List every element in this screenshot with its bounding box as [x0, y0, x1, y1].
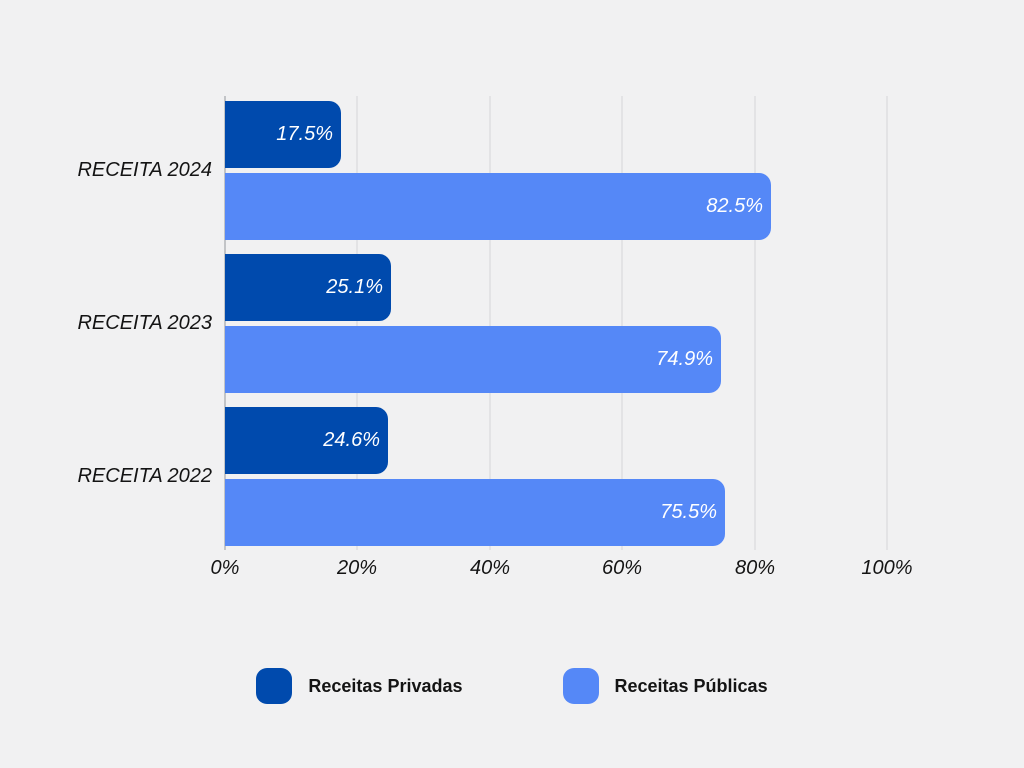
gridline-100	[886, 96, 888, 550]
legend-swatch-receitas-privadas	[256, 668, 293, 704]
gridline-20	[356, 96, 358, 550]
bar-value-label: 25.1%	[326, 276, 383, 298]
legend-item-receitas-publicas: Receitas Públicas	[562, 668, 768, 704]
bar-receitas-publicas-receita-2023: 74.9%	[225, 326, 721, 393]
bar-receitas-publicas-receita-2024: 82.5%	[225, 173, 771, 240]
plot-area: 17.5% 82.5% 25.1% 74.9% 24.6% 75.5%	[224, 96, 888, 550]
legend-label: Receitas Públicas	[614, 675, 768, 696]
gridline-60	[621, 96, 623, 550]
xtick-label-20: 20%	[336, 557, 378, 579]
bar-receitas-privadas-receita-2024: 17.5%	[225, 101, 341, 168]
xtick-label-0: 0%	[210, 557, 240, 579]
category-label-receita-2023: RECEITA 2023	[77, 312, 212, 334]
bar-value-label: 75.5%	[660, 501, 717, 523]
bar-receitas-privadas-receita-2023: 25.1%	[225, 254, 391, 321]
xtick-label-80: 80%	[734, 557, 776, 579]
xtick-label-40: 40%	[469, 557, 511, 579]
legend-swatch-receitas-publicas	[562, 668, 599, 704]
bar-value-label: 17.5%	[276, 123, 333, 145]
category-label-receita-2024: RECEITA 2024	[77, 159, 212, 181]
bar-receitas-publicas-receita-2022: 75.5%	[225, 479, 725, 546]
legend: Receitas Privadas Receitas Públicas	[0, 668, 1024, 704]
xtick-label-60: 60%	[601, 557, 643, 579]
gridline-40	[489, 96, 491, 550]
bar-value-label: 24.6%	[323, 429, 380, 451]
bar-value-label: 74.9%	[656, 348, 713, 370]
category-label-receita-2022: RECEITA 2022	[77, 465, 212, 487]
bar-receitas-privadas-receita-2022: 24.6%	[225, 407, 388, 474]
xtick-label-100: 100%	[861, 557, 913, 579]
gridline-80	[754, 96, 756, 550]
legend-label: Receitas Privadas	[308, 675, 463, 696]
bar-value-label: 82.5%	[706, 195, 763, 217]
gridline-0	[224, 96, 226, 550]
legend-item-receitas-privadas: Receitas Privadas	[256, 668, 463, 704]
